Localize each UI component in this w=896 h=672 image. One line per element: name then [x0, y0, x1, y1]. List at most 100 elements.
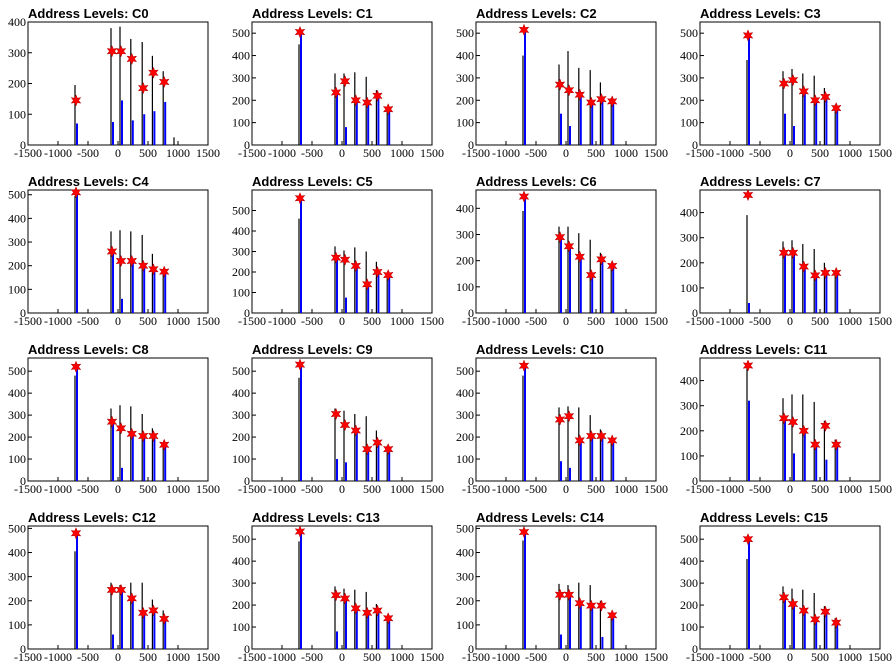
peak-marker [820, 90, 831, 104]
x-tick-label: -1000 [268, 650, 296, 664]
peak-marker [339, 253, 351, 266]
peak-marker [148, 263, 159, 276]
y-tick-label: 500 [232, 204, 250, 218]
chart-title: Address Levels: C7 [700, 174, 821, 189]
chart-canvas: 0 100 200 300 400 500 -1500 -1000 -500 0 500 1000 15… [456, 357, 668, 496]
x-tick-label: -500 [525, 146, 547, 160]
peak-marker [742, 359, 754, 372]
y-tick-label: 500 [232, 26, 250, 40]
x-tick-label: -1500 [14, 146, 42, 160]
x-tick-label: -1500 [14, 314, 42, 328]
peak-marker [372, 436, 383, 449]
y-tick-label: 0 [20, 306, 26, 320]
x-tick-label: 0 [787, 314, 793, 328]
chart-panel: Address Levels: C11 0 100 200 300 400 -1500 -10… [672, 336, 896, 504]
x-tick-label: -500 [301, 482, 323, 496]
chart-canvas: 0 100 200 300 400 -1500 -1000 -500 0 500 1000 1500 [680, 188, 892, 328]
x-tick-label: 500 [139, 650, 157, 664]
peak-marker [554, 230, 566, 244]
x-tick-label: -500 [301, 146, 323, 160]
x-tick-label: -500 [525, 482, 547, 496]
x-tick-label: 500 [811, 146, 829, 160]
chart-canvas: 0 100 200 300 400 500 -1500 -1000 -500 0 500 1000 15… [456, 21, 668, 160]
y-tick-label: 100 [456, 280, 474, 294]
x-tick-label: -1500 [462, 482, 490, 496]
y-tick-label: 200 [232, 265, 250, 279]
y-tick-label: 200 [680, 424, 698, 438]
chart-title: Address Levels: C10 [476, 342, 604, 357]
y-tick-label: 400 [680, 206, 698, 220]
x-tick-label: 1000 [614, 146, 638, 160]
chart-canvas: 0 100 200 300 400 500 -1500 -1000 -500 0 500 1000 15… [232, 189, 444, 328]
plot-frame [251, 525, 433, 650]
x-tick-label: -1500 [238, 314, 266, 328]
peak-marker [361, 442, 373, 456]
y-tick-label: 100 [680, 620, 698, 634]
x-tick-label: -1500 [686, 482, 714, 496]
peak-marker [126, 427, 138, 440]
plot-frame [27, 189, 209, 314]
y-tick-label: 200 [8, 259, 26, 273]
x-tick-label: 1500 [868, 482, 892, 496]
y-tick-label: 500 [8, 188, 26, 202]
y-tick-label: 400 [8, 546, 26, 560]
peak-marker [518, 525, 530, 539]
x-tick-label: -1500 [462, 650, 490, 664]
x-tick-label: -500 [749, 650, 771, 664]
peak-marker [574, 88, 586, 101]
y-tick-label: 400 [232, 224, 250, 238]
x-tick-label: 1000 [166, 482, 190, 496]
y-tick-label: 400 [8, 386, 26, 400]
x-tick-label: 0 [787, 650, 793, 664]
chart-panel: Address Levels: C9 0 100 200 300 400 500 -1500-… [224, 336, 448, 504]
peak-marker [115, 254, 127, 268]
x-tick-label: 500 [811, 314, 829, 328]
x-tick-label: 500 [587, 482, 605, 496]
chart-panel: Address Levels: C3 0 100 200 300 400 500 -1500-… [672, 0, 896, 168]
y-tick-label: 100 [456, 452, 474, 466]
x-tick-label: 1500 [420, 146, 444, 160]
y-tick-label: 200 [232, 598, 250, 612]
x-tick-label: -500 [301, 314, 323, 328]
y-tick-label: 500 [232, 364, 250, 378]
x-tick-label: 500 [363, 146, 381, 160]
x-tick-label: 500 [587, 314, 605, 328]
x-tick-label: -1500 [14, 482, 42, 496]
peak-marker [585, 268, 597, 282]
y-tick-label: 100 [232, 116, 250, 130]
peak-marker [574, 597, 586, 610]
y-tick-label: 100 [8, 282, 26, 296]
plot-frame [251, 357, 433, 482]
y-tick-label: 300 [8, 570, 26, 584]
y-tick-label: 400 [456, 201, 474, 215]
peak-marker [518, 23, 530, 37]
peak-marker [339, 592, 351, 605]
chart-panel: Address Levels: C13 0 100 200 300 400 500 -1500… [224, 504, 448, 672]
chart-canvas: 0 100 200 300 400 -1500 -1000 -500 0 500 1000 1500 [680, 357, 892, 496]
chart-canvas: 0 100 200 300 400 -1500 -1000 -500 0 500 1000 1500 [8, 15, 220, 160]
x-tick-label: 1500 [196, 314, 220, 328]
peak-marker [596, 92, 607, 106]
y-tick-label: 500 [456, 26, 474, 40]
chart-canvas: 0 100 200 300 400 500 -1500 -1000 -500 0 500 1000 15… [232, 357, 444, 496]
x-tick-label: -500 [77, 482, 99, 496]
plot-frame [699, 21, 881, 146]
plot-frame [475, 189, 657, 314]
x-tick-label: -1500 [238, 146, 266, 160]
chart-title: Address Levels: C2 [476, 6, 597, 21]
peak-marker [606, 609, 618, 622]
plot-frame [475, 525, 657, 650]
y-tick-label: 200 [8, 594, 26, 608]
y-tick-label: 400 [456, 386, 474, 400]
x-tick-label: 500 [587, 650, 605, 664]
chart-title: Address Levels: C5 [252, 174, 373, 189]
y-tick-label: 500 [680, 532, 698, 546]
peak-marker [330, 251, 342, 264]
x-tick-label: -1000 [492, 650, 520, 664]
x-tick-label: 1500 [644, 146, 668, 160]
x-tick-label: -1000 [716, 314, 744, 328]
peak-marker [126, 592, 138, 605]
peak-marker [798, 85, 810, 98]
y-tick-label: 0 [244, 642, 250, 656]
y-tick-label: 0 [468, 474, 474, 488]
